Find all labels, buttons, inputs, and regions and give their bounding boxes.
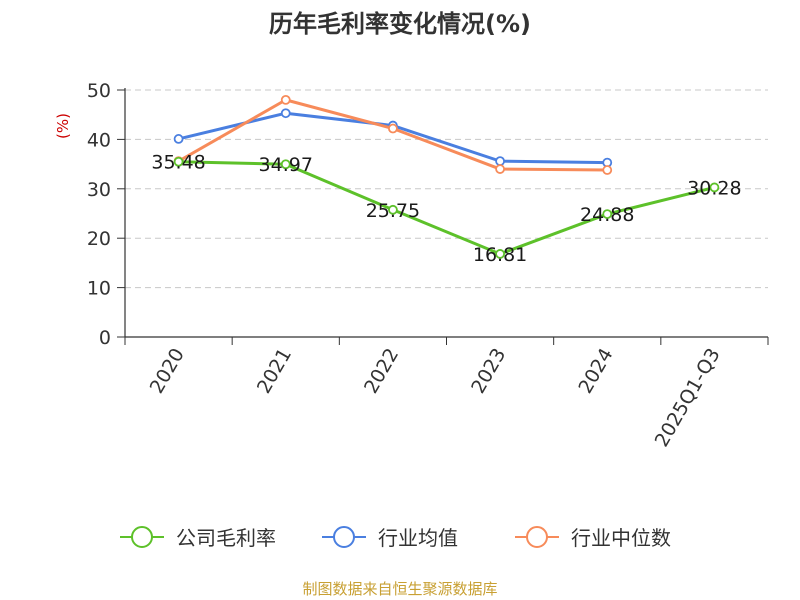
x-tick-label: 2022 [360, 345, 403, 398]
data-label: 24.88 [580, 204, 634, 226]
x-tick-label: 2023 [467, 345, 510, 398]
data-point [388, 123, 398, 134]
data-point [495, 164, 505, 174]
legend: 公司毛利率 行业均值 行业中位数 [120, 526, 671, 550]
data-point [280, 108, 291, 119]
source-note: 制图数据来自恒生聚源数据库 [302, 580, 497, 598]
legend-label: 公司毛利率 [176, 526, 276, 550]
y-tick-label: 50 [87, 80, 111, 102]
x-tick-label: 2024 [574, 345, 617, 398]
legend-label: 行业中位数 [571, 526, 671, 550]
legend-label: 行业均值 [378, 526, 458, 550]
y-tick-labels: 0 10 20 30 40 50 [87, 80, 111, 349]
series-line [177, 98, 608, 172]
data-point [602, 165, 613, 175]
data-point [280, 159, 291, 170]
data-point [388, 204, 398, 215]
data-point [495, 249, 505, 259]
data-labels: 35.48 34.97 25.75 16.81 24.88 30.28 [151, 152, 741, 266]
data-point [173, 134, 184, 144]
y-tick-label: 40 [87, 129, 111, 151]
series-line [178, 160, 715, 256]
y-axis-label: (%) [54, 113, 72, 139]
axes [117, 88, 769, 345]
data-point [495, 156, 505, 167]
data-point [280, 94, 291, 105]
data-label: 34.97 [259, 154, 313, 176]
data-label: 35.48 [151, 152, 205, 174]
series-line [178, 111, 608, 165]
data-point [709, 182, 720, 193]
legend-marker [526, 526, 548, 548]
x-tick-labels: 2020 2021 2022 2023 2024 2025Q1-Q3 [146, 345, 725, 451]
grid-lines [125, 89, 768, 289]
y-tick-label: 30 [87, 179, 111, 201]
y-tick-label: 10 [87, 278, 111, 300]
chart-title: 历年毛利率变化情况(%) [269, 10, 531, 38]
x-tick-label: 2020 [146, 345, 189, 398]
y-tick-label: 0 [99, 327, 111, 349]
data-label: 30.28 [687, 177, 741, 199]
data-point [173, 156, 184, 167]
data-point [602, 209, 613, 219]
x-tick-label: 2021 [253, 345, 296, 398]
y-tick-label: 20 [87, 228, 111, 250]
series-group [173, 94, 720, 259]
legend-marker [131, 526, 153, 548]
data-label: 16.81 [473, 244, 527, 266]
x-tick-label: 2025Q1-Q3 [651, 345, 725, 451]
legend-marker [333, 526, 355, 548]
data-label: 25.75 [366, 200, 420, 222]
